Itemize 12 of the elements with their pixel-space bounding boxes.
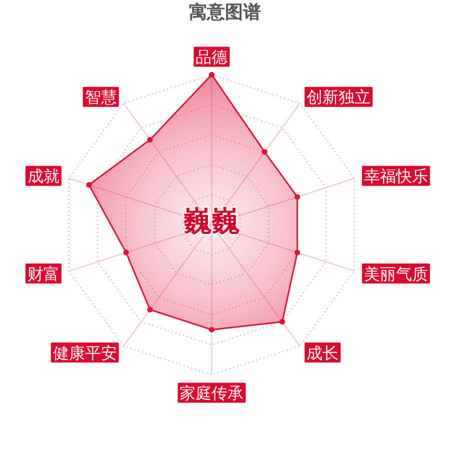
- annotation: 巍巍: [184, 206, 240, 237]
- category-label: 健康平安: [50, 342, 119, 363]
- category-label: 智慧: [82, 86, 119, 107]
- category-label: 家庭传承: [178, 382, 246, 403]
- category-label: 财富: [25, 264, 62, 284]
- category-label: 成就: [25, 166, 62, 186]
- title: 寓意图谱: [189, 2, 261, 22]
- category-label: 创新独立: [304, 86, 373, 107]
- category-label: 幸福快乐: [362, 166, 430, 186]
- category-label: 美丽气质: [362, 264, 430, 284]
- category-label: 成长: [304, 342, 341, 363]
- category-label: 品德: [194, 46, 230, 67]
